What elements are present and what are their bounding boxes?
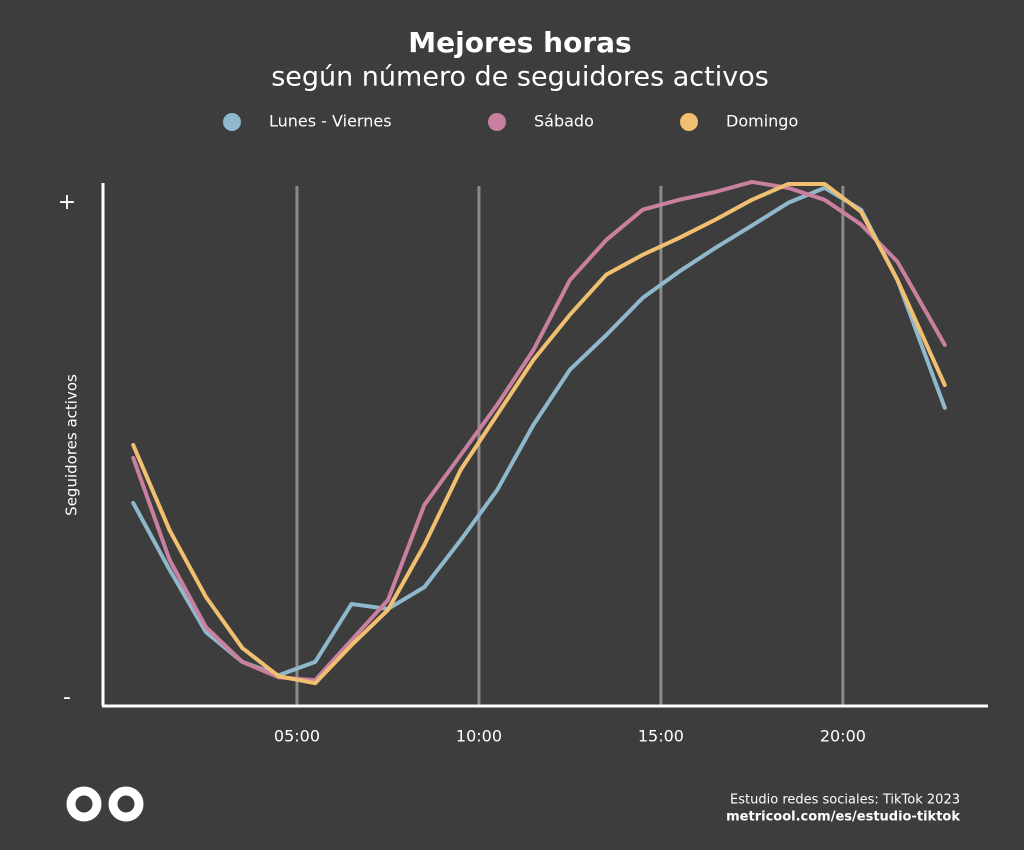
legend-label: Lunes - Viernes [269, 112, 392, 131]
logo [66, 786, 144, 822]
x-tick-label: 20:00 [820, 727, 866, 746]
y-tick-label: - [63, 685, 71, 710]
legend-marker [488, 113, 506, 131]
y-axis-label: Seguidores activos [63, 374, 81, 516]
footer-url: metricool.com/es/estudio-tiktok [726, 810, 960, 825]
x-tick-label: 10:00 [456, 727, 502, 746]
legend-marker [223, 113, 241, 131]
legend-marker [680, 113, 698, 131]
series-line [131, 181, 947, 686]
legend-label: Domingo [726, 112, 798, 131]
legend-label: Sábado [534, 112, 594, 131]
plot [131, 179, 947, 686]
series-line [131, 179, 947, 683]
x-tick-label: 05:00 [274, 727, 320, 746]
chart-title: Mejores horas [408, 26, 631, 59]
logo-ring [66, 786, 102, 822]
footer-source: Estudio redes sociales: TikTok 2023 [730, 793, 960, 808]
x-tick-label: 15:00 [638, 727, 684, 746]
logo-ring [108, 786, 144, 822]
y-tick-label: + [58, 190, 76, 215]
chart-subtitle: según número de seguidores activos [271, 62, 769, 93]
